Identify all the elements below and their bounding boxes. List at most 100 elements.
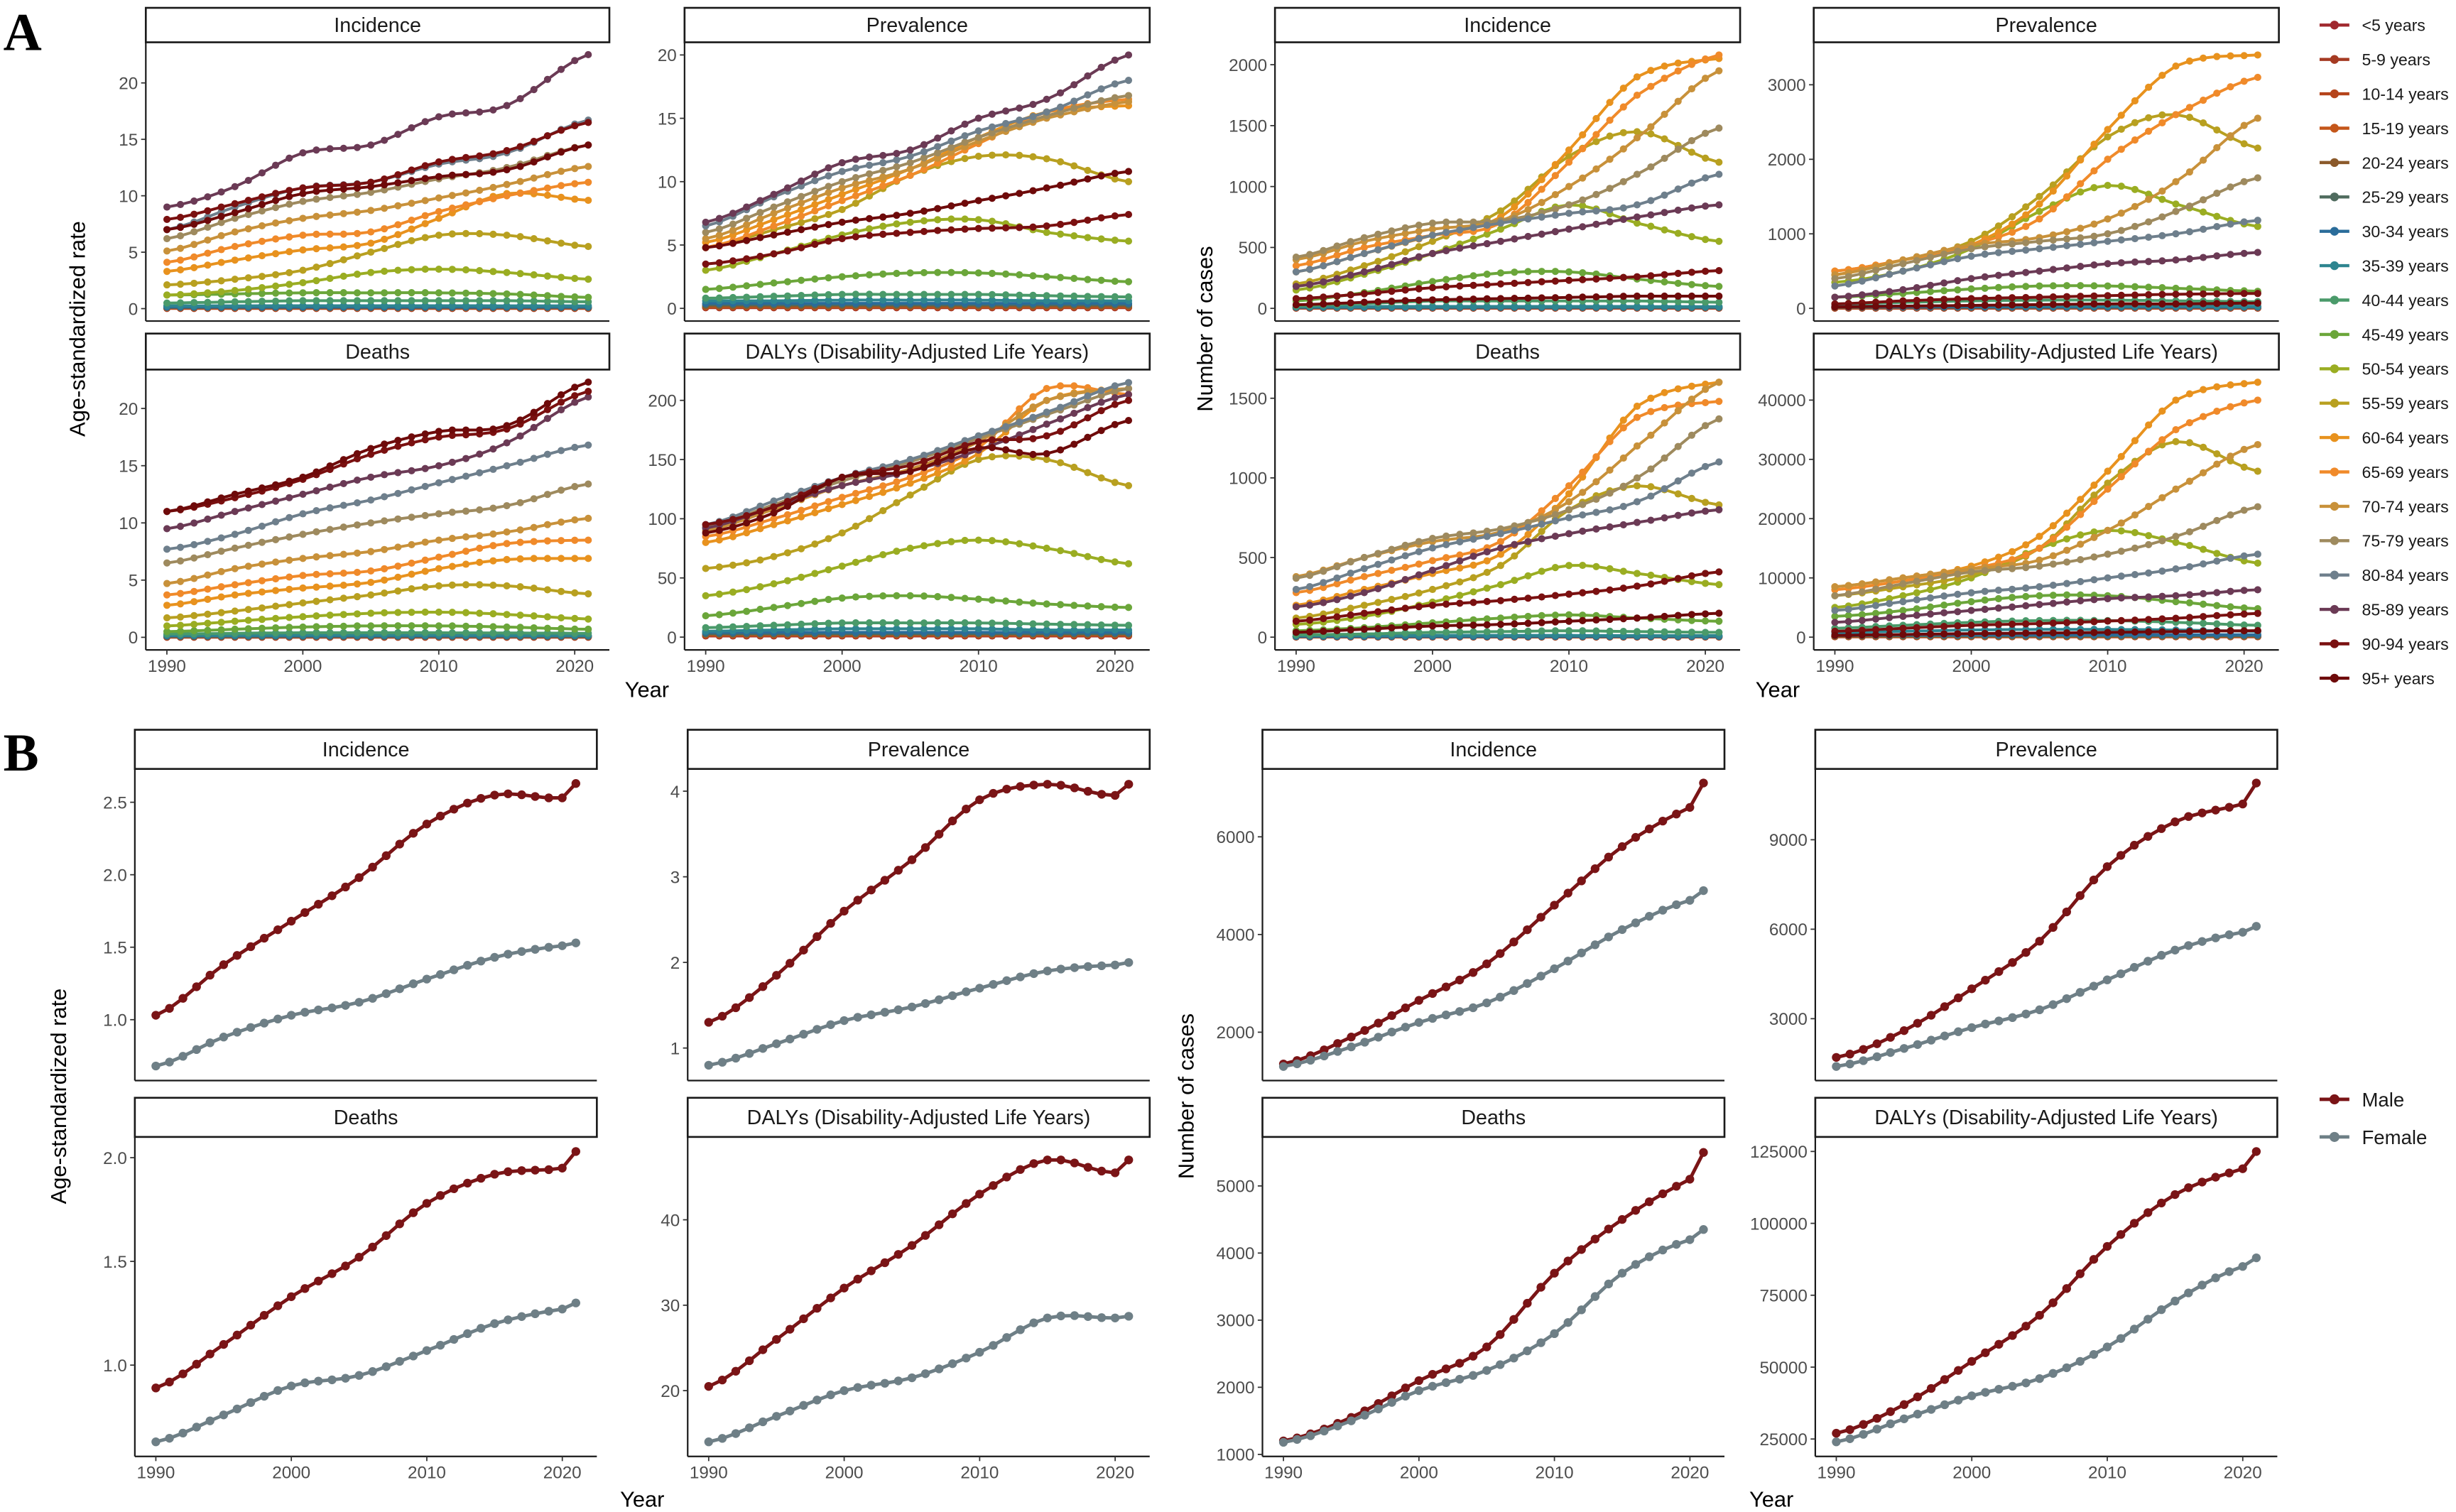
data-point (1954, 286, 1962, 294)
data-point (811, 275, 819, 283)
data-point (852, 156, 859, 163)
data-point (1070, 162, 1078, 170)
data-point (743, 236, 751, 244)
series-75-79-years (163, 480, 592, 567)
panel-label-b: B (4, 724, 39, 783)
data-point (530, 234, 538, 243)
data-point (1292, 617, 1300, 625)
data-point (313, 623, 320, 631)
data-point (1619, 129, 1627, 136)
data-point (543, 555, 551, 562)
data-point (339, 230, 347, 238)
data-point (865, 515, 874, 523)
data-point (1428, 602, 1437, 609)
data-point (313, 468, 320, 476)
data-point (286, 281, 293, 288)
data-point (934, 296, 942, 304)
data-point (435, 214, 442, 222)
data-point (756, 622, 764, 630)
data-point (1002, 291, 1010, 299)
data-point (934, 143, 942, 151)
data-point (176, 213, 185, 222)
data-point (176, 299, 185, 307)
data-point (865, 296, 874, 304)
data-point (258, 290, 266, 298)
data-point (1702, 610, 1710, 618)
data-point (1524, 594, 1532, 602)
data-point (1551, 564, 1559, 572)
data-point (1715, 379, 1723, 386)
data-point (1292, 283, 1300, 290)
data-point (2172, 178, 2180, 185)
data-point (1940, 302, 1948, 310)
data-point (1647, 465, 1655, 473)
data-point (489, 557, 497, 565)
data-point (961, 215, 969, 223)
data-point (1442, 629, 1450, 636)
data-point (1002, 423, 1010, 430)
data-point (367, 519, 375, 527)
data-point (408, 486, 415, 494)
data-point (1647, 222, 1655, 230)
data-point (838, 482, 846, 489)
data-point (503, 165, 511, 174)
data-point (1084, 403, 1092, 412)
data-point (702, 266, 710, 274)
data-point (2022, 246, 2030, 254)
data-point (176, 244, 185, 252)
data-point (190, 587, 198, 595)
facet-title: Deaths (345, 341, 410, 364)
data-point (2022, 239, 2030, 246)
data-point (1858, 277, 1866, 285)
series-40-44-years (702, 290, 1133, 302)
data-point (176, 200, 185, 209)
data-point (1565, 201, 1573, 209)
data-point (585, 196, 592, 205)
data-point (1496, 237, 1504, 245)
data-point (1333, 258, 1341, 266)
data-point (462, 472, 470, 480)
data-point (286, 601, 293, 609)
data-point (1456, 628, 1464, 636)
data-point (2185, 290, 2193, 298)
data-point (838, 529, 846, 537)
data-point (530, 455, 538, 462)
data-point (1633, 628, 1641, 636)
data-point (299, 184, 307, 192)
data-point (1702, 55, 1710, 63)
data-point (961, 138, 969, 146)
data-point (1016, 190, 1023, 197)
data-point (906, 467, 914, 475)
data-point (190, 279, 198, 287)
data-point (811, 194, 819, 202)
data-point (852, 290, 859, 298)
data-point (339, 210, 347, 217)
data-point (503, 540, 511, 548)
data-point (1715, 458, 1723, 466)
data-point (974, 127, 982, 135)
data-point (1070, 440, 1078, 448)
data-point (1415, 234, 1423, 242)
data-point (286, 154, 293, 162)
data-point (462, 297, 470, 305)
data-point (448, 204, 456, 212)
data-point (715, 214, 723, 222)
data-point (299, 599, 307, 607)
data-point (1097, 97, 1105, 104)
data-point (1647, 67, 1655, 75)
data-point (258, 193, 266, 201)
data-point (353, 241, 362, 249)
data-point (516, 624, 524, 631)
data-point (865, 187, 874, 195)
data-point (1124, 560, 1133, 567)
data-point (1306, 281, 1314, 288)
data-point (2022, 293, 2030, 302)
data-point (1456, 557, 1464, 565)
data-point (571, 144, 579, 152)
data-point (2104, 182, 2112, 190)
data-point (825, 237, 832, 245)
data-point (435, 297, 442, 305)
data-point (1565, 268, 1573, 276)
data-point (1565, 530, 1573, 538)
data-point (865, 492, 874, 501)
